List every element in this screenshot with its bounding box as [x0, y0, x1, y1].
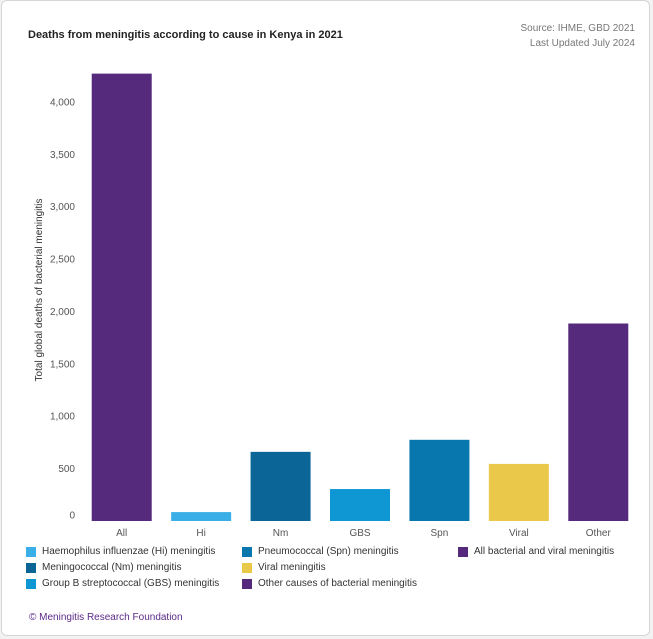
legend-swatch-viral	[242, 562, 252, 573]
y-tick-label: 3,000	[50, 202, 75, 213]
y-tick-label: 2,000	[50, 307, 75, 318]
legend-label-other: Other causes of bacterial meningitis	[258, 578, 417, 589]
legend-item-all: All bacterial and viral meningitis	[458, 546, 614, 557]
legend-label-viral: Viral meningitis	[258, 562, 326, 573]
legend-label-nm: Meningococcal (Nm) meningitis	[42, 562, 182, 573]
x-tick-label: Spn	[431, 528, 449, 539]
footer-credit: © Meningitis Research Foundation	[29, 612, 183, 623]
bar-spn	[409, 439, 470, 521]
x-tick-label: Other	[586, 528, 612, 539]
source-line: Source: IHME, GBD 2021	[520, 23, 636, 34]
y-tick-label: 500	[58, 464, 75, 475]
legend-item-other: Other causes of bacterial meningitis	[242, 578, 417, 589]
y-axis-label: Total global deaths of bacterial meningi…	[34, 199, 45, 382]
bar-gbs	[330, 489, 390, 521]
y-tick-label: 4,000	[50, 97, 75, 108]
y-tick-label: 1,000	[50, 412, 75, 423]
bar-nm	[250, 451, 311, 521]
y-tick-label: 0	[69, 511, 75, 522]
legend-swatch-spn	[242, 546, 252, 557]
y-tick-label: 1,500	[50, 359, 75, 370]
legend-label-spn: Pneumococcal (Spn) meningitis	[258, 546, 399, 557]
legend-swatch-gbs	[26, 578, 36, 589]
legend-swatch-hi	[26, 546, 36, 557]
legend-item-hi: Haemophilus influenzae (Hi) meningitis	[26, 546, 215, 557]
y-tick-label: 3,500	[50, 150, 75, 161]
bar-chart: 0 500 1,000 1,500 2,000 2,500 3,000 3,500 4,000 T…	[34, 73, 629, 539]
legend-label-gbs: Group B streptococcal (GBS) meningitis	[42, 578, 220, 589]
x-tick-label: Nm	[273, 528, 289, 539]
legend-swatch-all	[458, 546, 468, 557]
x-tick-label: Viral	[509, 528, 529, 539]
y-tick-label: 2,500	[50, 255, 75, 266]
x-tick-label: GBS	[349, 528, 370, 539]
bar-other	[568, 323, 629, 521]
legend-swatch-other	[242, 578, 252, 589]
legend-item-viral: Viral meningitis	[242, 562, 326, 573]
x-tick-label: Hi	[196, 528, 205, 539]
bar-all	[91, 73, 152, 521]
legend-item-nm: Meningococcal (Nm) meningitis	[26, 562, 182, 573]
legend-swatch-nm	[26, 562, 36, 573]
chart-title: Deaths from meningitis according to caus…	[28, 29, 343, 41]
bar-hi	[171, 512, 232, 521]
legend-label-hi: Haemophilus influenzae (Hi) meningitis	[42, 546, 216, 557]
legend-item-spn: Pneumococcal (Spn) meningitis	[242, 546, 399, 557]
x-tick-label: All	[116, 528, 127, 539]
legend-item-gbs: Group B streptococcal (GBS) meningitis	[26, 578, 219, 589]
legend-label-all: All bacterial and viral meningitis	[474, 546, 615, 557]
updated-line: Last Updated July 2024	[529, 38, 635, 49]
source-info: Source: IHME, GBD 2021 Last Updated July…	[521, 21, 636, 51]
bar-viral	[488, 463, 549, 521]
